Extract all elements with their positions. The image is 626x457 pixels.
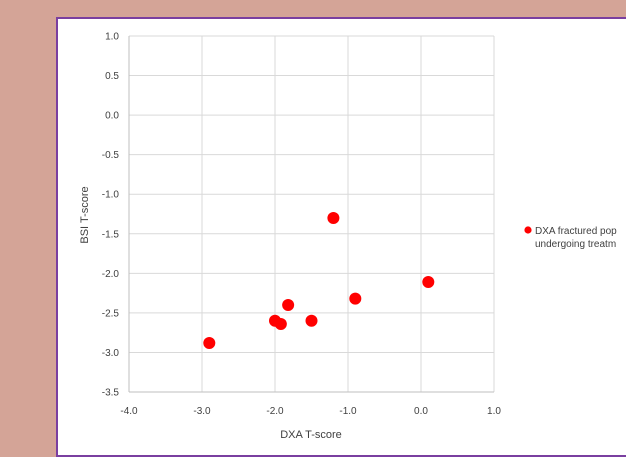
x-tick-label: -4.0 <box>120 406 138 417</box>
y-tick-label: -1.0 <box>102 190 120 201</box>
y-tick-label: -2.0 <box>102 269 120 280</box>
scatter-chart: 1.0 0.5 0.0 -0.5 -1.0 -1.5 -2.0 -2.5 -3.0 -3.5 -4… <box>79 32 617 442</box>
x-tick-label: 0.0 <box>414 406 428 417</box>
y-axis-title: BSI T-score <box>79 186 91 243</box>
legend: DXA fractured pop undergoing treatm <box>524 226 617 250</box>
data-point <box>203 336 216 349</box>
y-tick-label: -3.5 <box>102 388 120 399</box>
y-tick-label: 0.0 <box>105 111 119 122</box>
data-point <box>327 211 340 224</box>
legend-label: undergoing treatm <box>535 239 616 250</box>
legend-marker <box>524 226 532 234</box>
y-tick-label: -2.5 <box>102 308 120 319</box>
y-tick-label: -1.5 <box>102 229 120 240</box>
y-tick-label: 0.5 <box>105 71 119 82</box>
x-axis-title: DXA T-score <box>280 429 342 441</box>
y-tick-label: -3.0 <box>102 348 120 359</box>
x-tick-label: -3.0 <box>193 406 211 417</box>
x-tick-label: -2.0 <box>266 406 284 417</box>
data-point <box>422 276 435 289</box>
data-point <box>305 314 318 327</box>
legend-label: DXA fractured pop <box>535 226 617 237</box>
chart-frame <box>56 17 626 457</box>
data-point <box>349 292 362 305</box>
data-point <box>274 317 287 330</box>
y-tick-label: -0.5 <box>102 150 120 161</box>
x-tick-label: -1.0 <box>339 406 357 417</box>
y-tick-label: 1.0 <box>105 32 119 43</box>
x-tick-label: 1.0 <box>487 406 501 417</box>
data-point <box>282 298 295 311</box>
